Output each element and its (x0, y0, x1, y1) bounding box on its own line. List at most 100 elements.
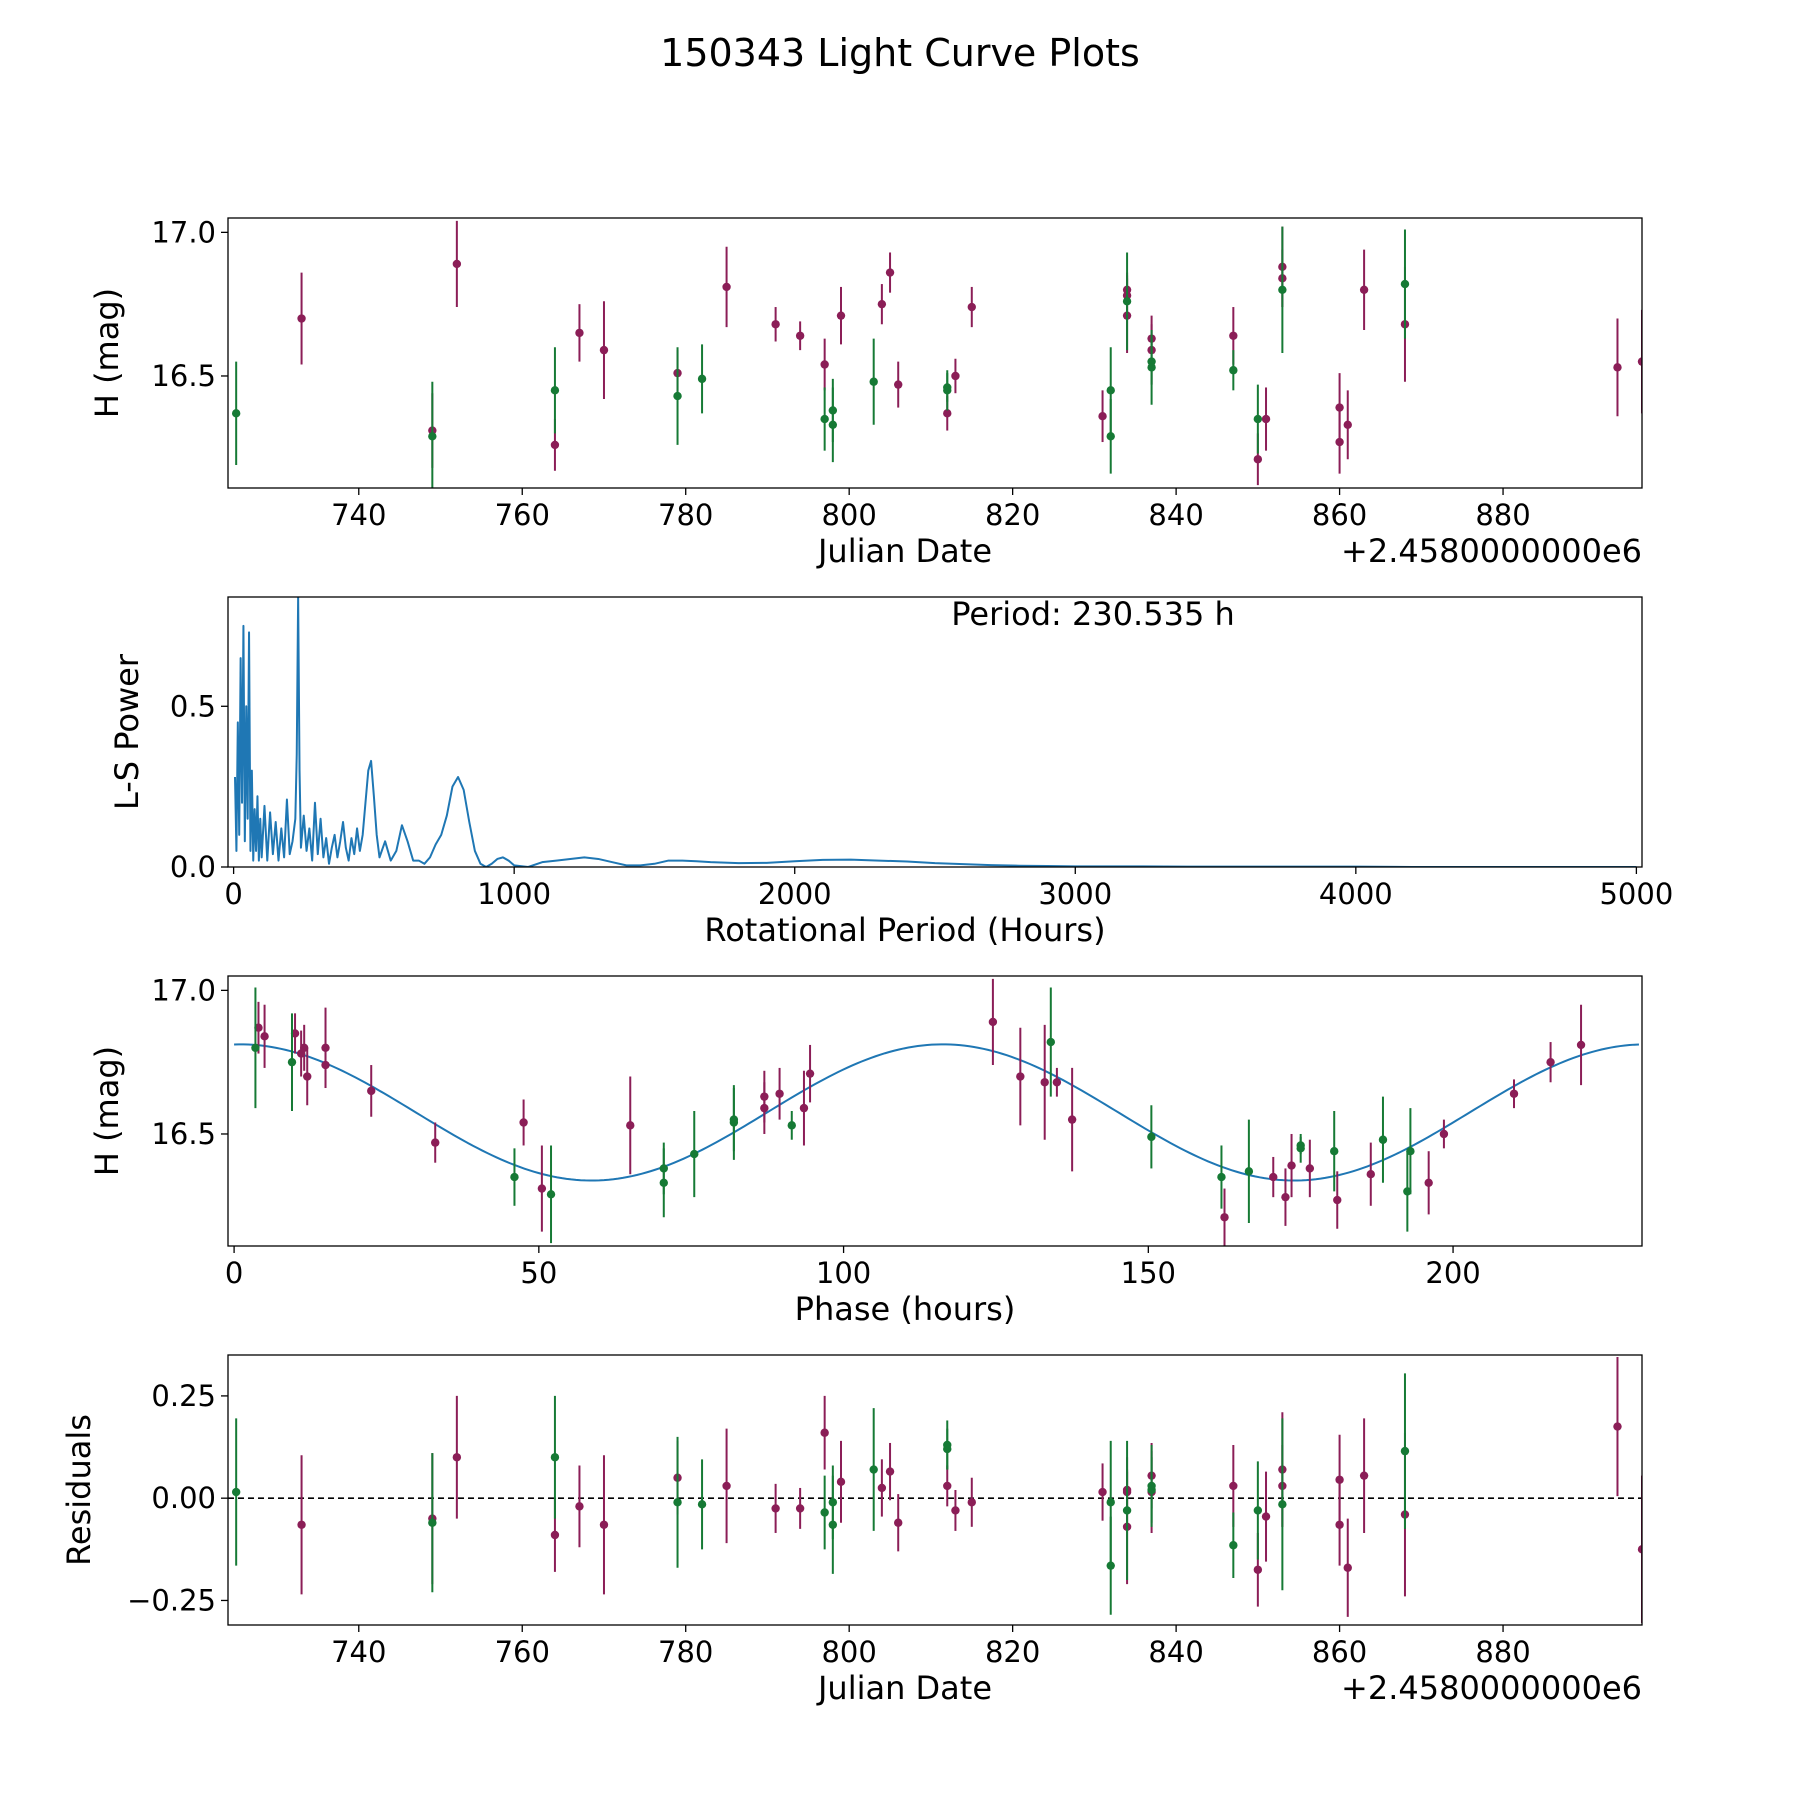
data-point (550, 1530, 560, 1540)
data-point (1400, 1446, 1410, 1456)
data-point (297, 314, 306, 323)
x-tick-label: 800 (821, 1635, 876, 1669)
data-point (1067, 1115, 1077, 1124)
data-point (431, 1138, 440, 1147)
data-point (1359, 1471, 1369, 1480)
x-tick-label: 800 (821, 498, 876, 532)
data-point (1366, 1169, 1375, 1179)
data-point (1098, 1487, 1107, 1497)
x-tick-label: 150 (1121, 1256, 1176, 1290)
data-point (894, 1518, 903, 1527)
data-point (1046, 1037, 1056, 1047)
data-point (1229, 331, 1238, 340)
x-tick-label: 840 (1148, 498, 1203, 532)
data-point (297, 1520, 306, 1529)
data-point (1509, 1089, 1519, 1098)
panel-4: 740 760 780 800 820 840 860 880 −0.25 0.00 0.25 Jul… (60, 1354, 1643, 1707)
series-band-B (231, 1373, 1410, 1615)
model-curve (234, 1043, 1639, 1182)
x-tick-label: 740 (331, 1635, 386, 1669)
x-axis-label: Phase (hours) (795, 1290, 1016, 1328)
data-point (299, 1043, 309, 1053)
data-point (1281, 1192, 1290, 1202)
data-point (943, 1440, 952, 1450)
data-point (722, 282, 731, 292)
data-point (729, 1118, 739, 1127)
data-point (967, 1498, 976, 1507)
data-point (885, 1467, 895, 1476)
data-point (260, 1032, 269, 1041)
y-tick-label: 16.5 (151, 1117, 216, 1151)
data-point (1343, 420, 1352, 430)
data-point (988, 1017, 998, 1027)
x-tick-label: 200 (1425, 1256, 1480, 1290)
plot-area (231, 220, 1642, 488)
periodogram-line (234, 597, 1637, 867)
data-point (1546, 1057, 1555, 1067)
axes-frame (227, 975, 1643, 1247)
x-tick-label: 0 (224, 877, 242, 911)
data-point (967, 302, 976, 312)
data-point (537, 1184, 547, 1193)
data-point (1637, 357, 1642, 366)
data-point (1106, 1561, 1115, 1570)
data-point (1229, 1481, 1238, 1491)
data-point (1359, 285, 1369, 295)
x-tick-label: 100 (816, 1256, 871, 1290)
data-point (599, 1520, 609, 1529)
data-point (836, 311, 846, 320)
data-point (1333, 1195, 1342, 1205)
data-point (1637, 1545, 1642, 1554)
data-point (877, 1483, 887, 1493)
data-point (287, 1057, 297, 1067)
x-tick-label: 780 (658, 1635, 713, 1669)
y-tick-label: 0.5 (170, 689, 216, 723)
data-point (1278, 1500, 1287, 1509)
data-point (428, 432, 437, 441)
data-point (1261, 1512, 1271, 1521)
data-point (1122, 1506, 1132, 1515)
x-tick-label: 760 (495, 498, 550, 532)
series-band-A (254, 978, 1586, 1246)
data-point (321, 1060, 330, 1070)
data-point (550, 1453, 560, 1462)
data-point (1261, 414, 1271, 424)
data-point (828, 1498, 838, 1507)
y-axis-label: H (mag) (88, 1046, 126, 1176)
x-tick-label: 3000 (1038, 877, 1112, 911)
data-point (1016, 1072, 1025, 1081)
axes-frame (227, 217, 1643, 489)
data-point (805, 1069, 815, 1078)
data-point (1147, 363, 1156, 372)
data-point (1220, 1213, 1229, 1222)
data-point (1343, 1563, 1352, 1572)
data-point (673, 391, 682, 401)
data-point (1229, 366, 1238, 375)
data-point (799, 1103, 809, 1113)
x-tick-label: 740 (331, 498, 386, 532)
data-point (575, 328, 584, 338)
data-point (775, 1089, 784, 1098)
data-point (771, 320, 780, 329)
x-tick-label: 860 (1312, 498, 1367, 532)
data-point (943, 1481, 952, 1491)
data-point (1106, 386, 1115, 395)
data-point (303, 1072, 312, 1081)
data-point (1330, 1147, 1339, 1156)
data-point (943, 409, 952, 418)
y-tick-label: 0.00 (151, 1481, 216, 1515)
data-point (1278, 285, 1287, 295)
y-tick-label: 0.25 (151, 1379, 216, 1413)
plot-area (234, 978, 1639, 1246)
data-point (885, 268, 895, 277)
data-point (820, 1508, 829, 1517)
data-point (550, 440, 560, 450)
data-point (575, 1502, 584, 1511)
data-point (951, 371, 960, 381)
data-point (550, 386, 560, 395)
x-tick-label: 4000 (1319, 877, 1393, 911)
data-point (1229, 1541, 1238, 1550)
data-point (546, 1190, 556, 1199)
data-point (877, 299, 887, 309)
data-point (795, 331, 805, 340)
